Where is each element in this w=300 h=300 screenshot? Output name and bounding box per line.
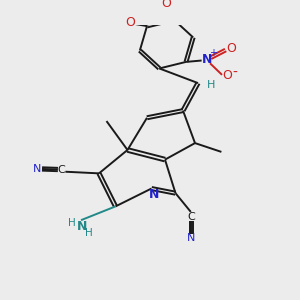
Text: O: O — [226, 42, 236, 55]
Text: O: O — [223, 69, 232, 82]
Text: H: H — [206, 80, 215, 90]
Text: -: - — [232, 66, 237, 80]
Text: N: N — [76, 220, 87, 233]
Text: C: C — [58, 164, 65, 175]
Text: N: N — [187, 233, 196, 243]
Text: H: H — [85, 228, 93, 239]
Text: H: H — [68, 218, 76, 228]
Text: N: N — [33, 164, 41, 174]
Text: O: O — [125, 16, 135, 29]
Text: N: N — [149, 188, 160, 201]
Text: O: O — [161, 0, 171, 10]
Text: +: + — [209, 48, 217, 59]
Text: C: C — [188, 212, 195, 222]
Text: N: N — [202, 52, 212, 66]
